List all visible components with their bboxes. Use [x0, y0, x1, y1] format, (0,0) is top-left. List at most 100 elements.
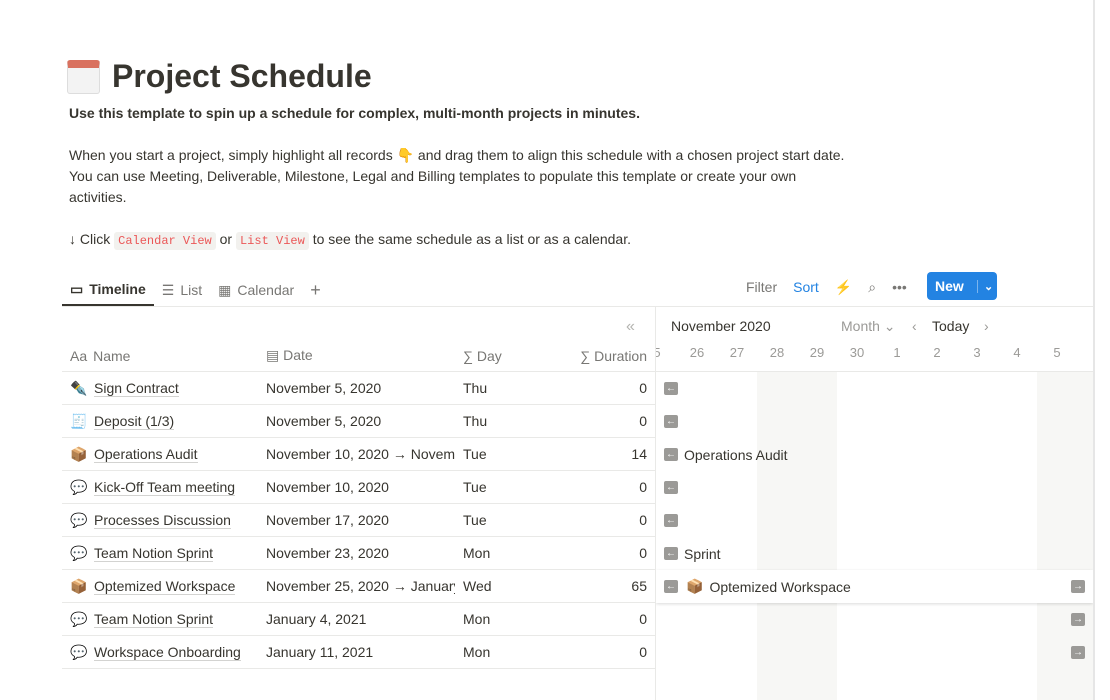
row-name[interactable]: Deposit (1/3) [94, 412, 175, 430]
table-row[interactable]: ✒️ Sign Contract November 5, 2020 Thu 0 [62, 372, 655, 405]
day-label: 5 [656, 345, 677, 360]
row-duration: 65 [631, 578, 647, 594]
table-row[interactable]: 💬 Workspace Onboarding January 11, 2021 M… [62, 636, 655, 669]
row-date: November 10, 2020 [266, 479, 389, 495]
arrow-left-icon[interactable]: ← [664, 415, 678, 428]
arrow-left-icon[interactable]: ← [664, 481, 678, 494]
timeline-bar-label: Sprint [684, 545, 721, 562]
row-icon: 💬 [70, 544, 88, 561]
row-name[interactable]: Workspace Onboarding [94, 643, 241, 661]
search-icon[interactable]: ⌕ [868, 278, 877, 295]
more-icon[interactable]: ••• [892, 279, 907, 295]
add-view-button[interactable]: + [310, 279, 321, 300]
chevron-down-icon[interactable]: ⌄ [977, 279, 993, 293]
row-name[interactable]: Team Notion Sprint [94, 610, 214, 628]
timeline-row[interactable]: ← 📦 Optemized Workspace → [656, 570, 1093, 603]
row-icon: 📦 [686, 578, 704, 594]
table-row[interactable]: 💬 Kick-Off Team meeting November 10, 2020… [62, 471, 655, 504]
calendar-icon: ▦ [218, 281, 232, 298]
row-icon: 💬 [70, 511, 88, 528]
row-name[interactable]: Team Notion Sprint [94, 544, 214, 562]
calendar-view-link[interactable]: Calendar View [114, 232, 216, 250]
arrow-right-icon[interactable]: → [1071, 580, 1085, 593]
column-duration[interactable]: ∑ Duration [580, 347, 647, 364]
timeline-row[interactable]: ← Sprint [656, 537, 1093, 570]
arrow-left-icon[interactable]: ← [664, 514, 678, 527]
arrow-right-icon[interactable]: → [1071, 646, 1085, 659]
arrow-left-icon[interactable]: ← [664, 547, 678, 560]
day-label: 3 [973, 345, 981, 360]
row-date: November 25, 2020 → January [266, 578, 455, 594]
row-day: Mon [463, 611, 491, 627]
next-icon[interactable]: › [984, 318, 989, 334]
row-day: Thu [463, 380, 488, 396]
column-day[interactable]: ∑ Day [463, 347, 502, 364]
tab-timeline[interactable]: ▭ Timeline [62, 274, 154, 306]
row-duration: 0 [639, 545, 647, 561]
column-date[interactable]: ▤ Date [266, 347, 313, 363]
column-name[interactable]: Aa Name [70, 347, 131, 364]
timeline-row[interactable]: ← [656, 405, 1093, 438]
today-button[interactable]: Today [932, 318, 970, 334]
table-row[interactable]: 🧾 Deposit (1/3) November 5, 2020 Thu 0 [62, 405, 655, 438]
row-date: November 17, 2020 [266, 512, 389, 528]
sort-button[interactable]: Sort [793, 279, 819, 295]
arrow-left-icon[interactable]: ← [664, 382, 678, 395]
arrow-left-icon[interactable]: ← [664, 580, 678, 593]
row-date: November 5, 2020 [266, 413, 382, 429]
day-label: 2 [933, 345, 941, 360]
timeline-row[interactable]: → [656, 603, 1093, 636]
list-view-link[interactable]: List View [235, 232, 309, 250]
row-duration: 0 [639, 413, 647, 429]
row-day: Tue [463, 512, 487, 528]
timeline-panel: November 2020 Month ⌄ ‹ Today › 5 26 27 28 2… [655, 307, 1093, 700]
new-button[interactable]: New ⌄ [927, 272, 997, 300]
automation-icon[interactable]: ⚡ [834, 278, 853, 295]
row-duration: 0 [639, 479, 647, 495]
row-duration: 0 [639, 380, 647, 396]
view-tabs: ▭ Timeline ☰ List ▦ Calendar + [62, 274, 329, 306]
weekend-shade [1037, 372, 1093, 700]
row-duration: 0 [639, 512, 647, 528]
page-subtitle: Use this template to spin up a schedule … [69, 105, 640, 121]
row-icon: 📦 [70, 577, 88, 594]
tab-list[interactable]: ☰ List [161, 281, 203, 299]
timeline-row[interactable]: ← [656, 471, 1093, 504]
table-row[interactable]: 📦 Optemized Workspace November 25, 2020 →… [62, 570, 655, 603]
table-row[interactable]: 💬 Processes Discussion November 17, 2020 … [62, 504, 655, 537]
tab-calendar[interactable]: ▦ Calendar [218, 281, 295, 299]
arrow-right-icon[interactable]: → [1071, 613, 1085, 626]
row-duration: 14 [631, 446, 647, 462]
row-name[interactable]: Processes Discussion [94, 511, 231, 529]
scrollbar[interactable] [1093, 0, 1095, 700]
filter-button[interactable]: Filter [746, 279, 778, 295]
table-row[interactable]: 📦 Operations Audit November 10, 2020 → No… [62, 438, 655, 471]
row-icon: ✒️ [70, 379, 88, 396]
row-icon: 🧾 [70, 412, 88, 429]
table-row[interactable]: 💬 Team Notion Sprint January 4, 2021 Mon … [62, 603, 655, 636]
row-date: November 10, 2020 → November [266, 446, 455, 462]
timeline-row[interactable]: ← [656, 504, 1093, 537]
prev-icon[interactable]: ‹ [912, 318, 917, 334]
row-date: November 23, 2020 [266, 545, 389, 561]
row-duration: 0 [639, 611, 647, 627]
timeline-row[interactable]: ← [656, 372, 1093, 405]
row-name[interactable]: Optemized Workspace [94, 577, 236, 595]
collapse-icon[interactable]: « [626, 318, 635, 335]
arrow-left-icon[interactable]: ← [664, 448, 678, 461]
row-date: November 5, 2020 [266, 380, 382, 396]
day-label: 5 [1053, 345, 1061, 360]
timeline-row[interactable]: ← Operations Audit [656, 438, 1093, 471]
timeline-row[interactable]: → [656, 636, 1093, 669]
row-icon: 📦 [70, 445, 88, 462]
scale-select[interactable]: Month ⌄ [841, 318, 896, 334]
row-name[interactable]: Operations Audit [94, 445, 198, 463]
row-day: Thu [463, 413, 488, 429]
row-name[interactable]: Sign Contract [94, 379, 179, 397]
day-label: 1 [893, 345, 901, 360]
day-label: 27 [729, 345, 745, 360]
row-name[interactable]: Kick-Off Team meeting [94, 478, 236, 496]
list-icon: ☰ [161, 281, 175, 298]
row-day: Tue [463, 446, 487, 462]
table-row[interactable]: 💬 Team Notion Sprint November 23, 2020 Mo… [62, 537, 655, 570]
